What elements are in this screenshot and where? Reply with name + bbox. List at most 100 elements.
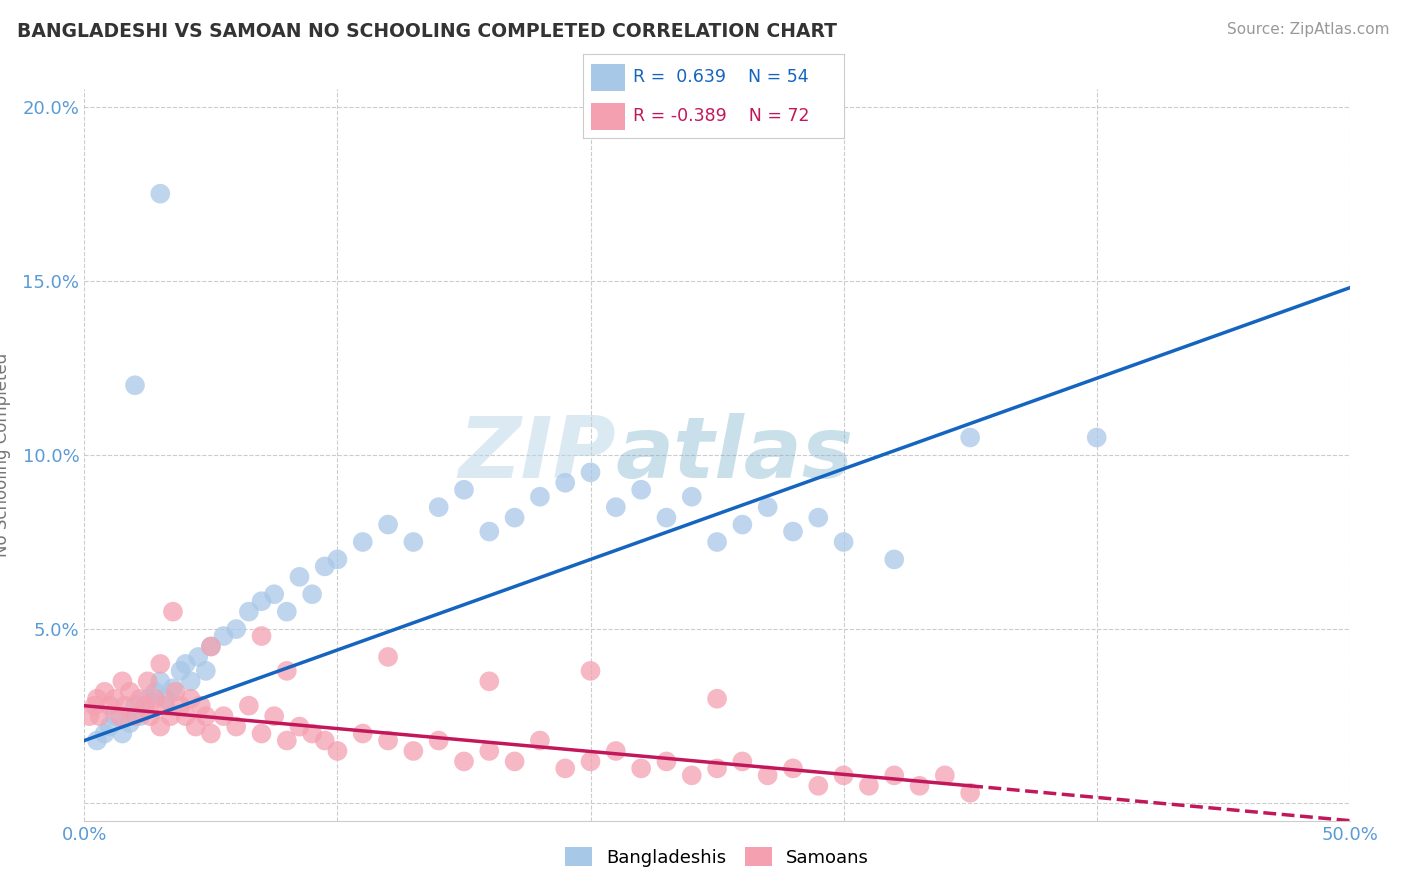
Point — [579, 466, 602, 480]
Legend: Bangladeshis, Samoans: Bangladeshis, Samoans — [558, 840, 876, 874]
Point — [98, 698, 121, 713]
Point — [579, 664, 602, 678]
Point — [276, 664, 298, 678]
Point — [174, 709, 197, 723]
Point — [162, 681, 184, 696]
Point — [478, 744, 501, 758]
Point — [136, 674, 159, 689]
Point — [124, 378, 146, 392]
Point — [79, 709, 101, 723]
Text: ZIP: ZIP — [458, 413, 616, 497]
Point — [187, 649, 209, 664]
Point — [98, 720, 121, 734]
Point — [89, 709, 111, 723]
Point — [238, 698, 260, 713]
Point — [706, 535, 728, 549]
Point — [681, 490, 703, 504]
Point — [377, 649, 399, 664]
Point — [706, 691, 728, 706]
Point — [782, 524, 804, 539]
Point — [731, 517, 754, 532]
Point — [427, 733, 450, 747]
FancyBboxPatch shape — [592, 63, 626, 91]
Point — [263, 709, 285, 723]
Point — [200, 640, 222, 654]
Point — [579, 755, 602, 769]
Point — [165, 685, 187, 699]
Point — [288, 720, 311, 734]
Point — [605, 744, 627, 758]
Point — [225, 720, 247, 734]
Point — [301, 726, 323, 740]
Point — [478, 524, 501, 539]
Point — [908, 779, 931, 793]
Point — [114, 698, 136, 713]
Point — [529, 490, 551, 504]
Point — [169, 698, 191, 713]
Point — [143, 685, 166, 699]
Point — [301, 587, 323, 601]
Point — [83, 698, 105, 713]
Point — [250, 594, 273, 608]
Point — [149, 657, 172, 671]
Text: R = -0.389    N = 72: R = -0.389 N = 72 — [633, 107, 810, 125]
Point — [136, 691, 159, 706]
Point — [93, 726, 115, 740]
Point — [174, 657, 197, 671]
Point — [250, 629, 273, 643]
Point — [118, 716, 141, 731]
Point — [630, 761, 652, 775]
Point — [155, 698, 177, 713]
Point — [554, 475, 576, 490]
Point — [139, 709, 162, 723]
Point — [200, 726, 222, 740]
Point — [959, 430, 981, 444]
Point — [807, 779, 830, 793]
Point — [238, 605, 260, 619]
Point — [124, 698, 146, 713]
Point — [427, 500, 450, 515]
Point — [190, 698, 212, 713]
Point — [250, 726, 273, 740]
Point — [118, 685, 141, 699]
Point — [314, 733, 336, 747]
Point — [1085, 430, 1108, 444]
Point — [782, 761, 804, 775]
Point — [86, 691, 108, 706]
Point — [180, 691, 202, 706]
Point — [184, 720, 207, 734]
Point — [402, 535, 425, 549]
Text: BANGLADESHI VS SAMOAN NO SCHOOLING COMPLETED CORRELATION CHART: BANGLADESHI VS SAMOAN NO SCHOOLING COMPL… — [17, 22, 837, 41]
FancyBboxPatch shape — [592, 103, 626, 130]
Point — [934, 768, 956, 782]
Point — [377, 517, 399, 532]
Point — [276, 605, 298, 619]
Point — [149, 674, 172, 689]
Point — [529, 733, 551, 747]
Point — [478, 674, 501, 689]
Point — [212, 709, 235, 723]
Point — [104, 709, 127, 723]
Point — [276, 733, 298, 747]
Point — [212, 629, 235, 643]
Point — [143, 691, 166, 706]
Point — [155, 691, 177, 706]
Point — [377, 733, 399, 747]
Point — [149, 186, 172, 201]
Point — [159, 709, 181, 723]
Point — [832, 535, 855, 549]
Y-axis label: No Schooling Completed: No Schooling Completed — [0, 353, 11, 557]
Point — [134, 698, 156, 713]
Point — [162, 605, 184, 619]
Point — [194, 664, 217, 678]
Point — [883, 768, 905, 782]
Point — [959, 786, 981, 800]
Point — [104, 691, 127, 706]
Point — [326, 552, 349, 566]
Point — [180, 674, 202, 689]
Point — [706, 761, 728, 775]
Text: R =  0.639    N = 54: R = 0.639 N = 54 — [633, 69, 808, 87]
Point — [681, 768, 703, 782]
Point — [194, 709, 217, 723]
Point — [807, 510, 830, 524]
